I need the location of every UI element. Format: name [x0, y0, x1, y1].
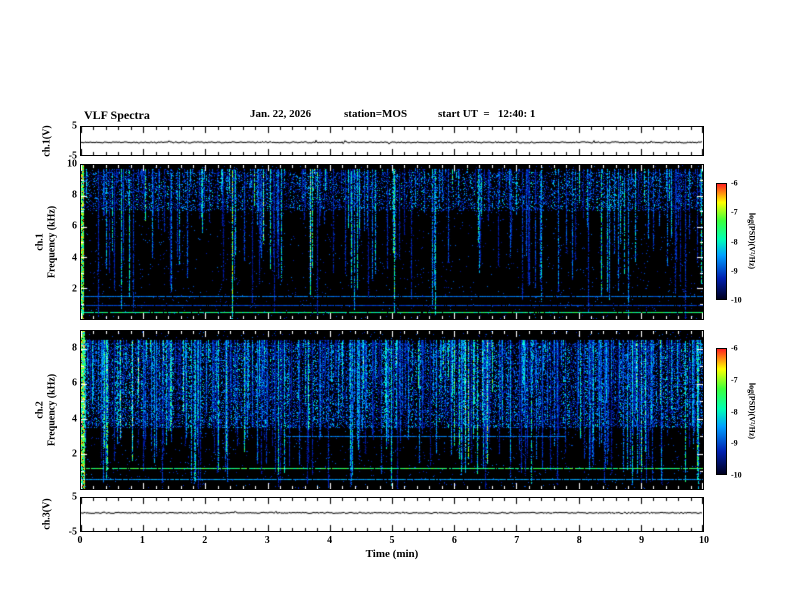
colorbar-tick-label: -7 — [731, 207, 738, 217]
colorbar-tick-label: -10 — [731, 295, 742, 305]
ch1-frequency-axis-label: Frequency (kHz) — [46, 205, 58, 279]
ch3-voltage-panel — [80, 497, 704, 532]
ch1-colorbar-unit-label: log(PSD)(V²/Hz) — [747, 212, 757, 270]
ch2-frequency-axis-label: Frequency (kHz) — [46, 373, 58, 447]
x-tick-label: 2 — [202, 535, 208, 546]
x-tick-label: 1 — [139, 535, 145, 546]
frequency-tick-label: 8 — [72, 342, 77, 354]
frequency-tick-label: 10 — [67, 158, 77, 170]
ch1-voltage-panel — [80, 126, 704, 156]
x-tick-label: 9 — [639, 535, 645, 546]
colorbar-tick-label: -8 — [731, 407, 738, 416]
ch2-channel-label: ch.2 — [34, 401, 46, 419]
ch1-spectrogram-panel — [80, 164, 704, 320]
ch1-spectrogram-canvas — [81, 165, 703, 319]
x-tick-label: 0 — [77, 535, 83, 546]
x-tick-label: 5 — [389, 535, 395, 546]
voltage-tick-label: 5 — [72, 120, 77, 132]
voltage-tick-label: 5 — [72, 491, 77, 503]
colorbar-tick-label: -10 — [731, 470, 742, 480]
time-axis-label: Time (min) — [365, 548, 419, 560]
ch3-voltage-trace — [81, 498, 703, 531]
ch1-colorbar — [716, 183, 727, 300]
ch1-channel-label: ch.1 — [34, 233, 46, 251]
colorbar-tick-label: -8 — [731, 237, 738, 246]
colorbar-tick-label: -6 — [731, 178, 738, 188]
date-label: Jan. 22, 2026 — [250, 108, 312, 120]
ch1-voltage-trace — [81, 127, 703, 155]
x-tick-label: 7 — [514, 535, 520, 546]
station-label: station=MOS — [344, 108, 408, 120]
colorbar-tick-label: -9 — [731, 266, 738, 276]
colorbar-tick-label: -7 — [731, 375, 738, 385]
x-tick-label: 10 — [699, 535, 709, 546]
frequency-tick-label: 6 — [72, 377, 77, 389]
ch3-voltage-ylabel: ch.3(V) — [41, 498, 53, 530]
x-tick-label: 3 — [264, 535, 270, 546]
frequency-tick-label: 6 — [72, 220, 77, 232]
x-tick-label: 4 — [327, 535, 333, 546]
x-tick-label: 6 — [451, 535, 457, 546]
frequency-tick-label: 8 — [72, 189, 77, 201]
frequency-tick-label: 2 — [72, 448, 77, 460]
ch2-colorbar — [716, 348, 727, 475]
colorbar-tick-label: -9 — [731, 438, 738, 448]
colorbar-tick-label: -6 — [731, 343, 738, 353]
ch2-colorbar-unit-label: log(PSD)(V²/Hz) — [747, 382, 757, 440]
voltage-tick-label: -5 — [68, 526, 77, 538]
ch2-spectrogram-panel — [80, 330, 704, 490]
frequency-tick-label: 4 — [72, 413, 77, 425]
ch2-spectrogram-canvas — [81, 331, 703, 489]
ch1-voltage-ylabel: ch.1(V) — [41, 125, 53, 157]
x-tick-label: 8 — [576, 535, 582, 546]
frequency-tick-label: 2 — [72, 283, 77, 295]
frequency-tick-label: 4 — [72, 252, 77, 264]
figure-title: VLF Spectra — [84, 108, 150, 122]
voltage-tick-label: -5 — [68, 150, 77, 162]
start-ut-label: start UT = 12:40: 1 — [438, 108, 536, 120]
